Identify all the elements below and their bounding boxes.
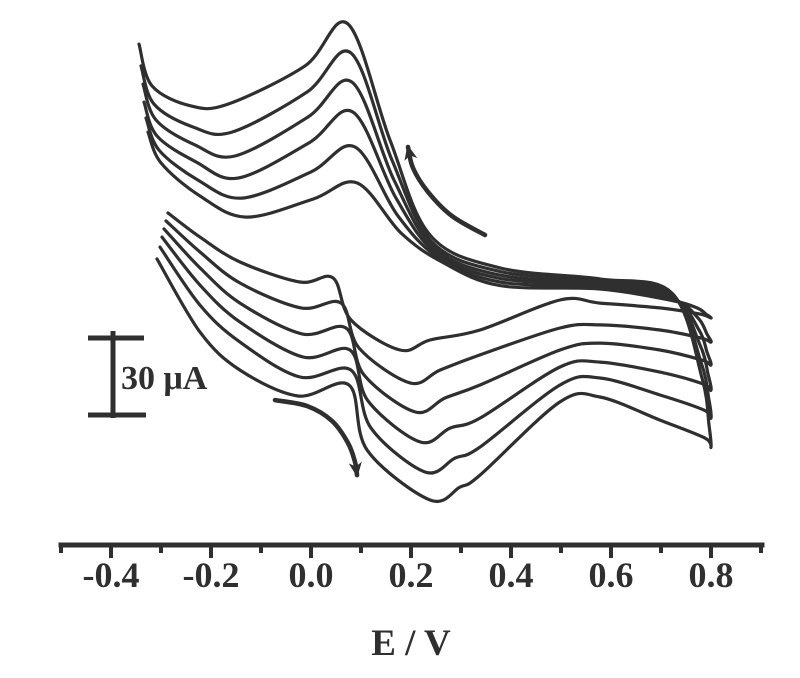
cv-curve-cycle-1-smallest (146, 130, 713, 353)
anodic-scan-arrow (404, 144, 488, 238)
scale-bar-label: 30 μA (121, 360, 208, 397)
x-axis-title: E / V (371, 623, 451, 664)
x-axis-tick-label: 0.8 (689, 555, 734, 595)
x-axis-tick-label: 0.4 (489, 555, 534, 595)
x-axis-tick-labels: -0.4 -0.2 0.0 0.2 0.4 0.6 0.8 (83, 555, 734, 595)
x-axis-tick-label: 0.0 (289, 555, 334, 595)
x-axis-tick-label: 0.2 (389, 555, 434, 595)
cv-curve-cycle-2 (144, 116, 713, 386)
x-axis-tick-label: -0.2 (183, 555, 240, 595)
cv-curve-cycle-3 (142, 100, 713, 415)
cv-curve-cycle-4 (141, 78, 713, 445)
x-axis: -0.4 -0.2 0.0 0.2 0.4 0.6 0.8 E / V (58, 542, 765, 664)
x-axis-ticks (59, 545, 763, 558)
scan-direction-arrows (272, 144, 488, 478)
x-axis-tick-label: -0.4 (83, 555, 140, 595)
cathodic-scan-arrow (272, 397, 362, 478)
cv-curve-cycle-5 (139, 49, 713, 475)
cv-curve-cycle-6-largest (137, 20, 713, 503)
current-scale-bar: 30 μA (88, 330, 208, 418)
cv-curves (137, 20, 713, 503)
x-axis-tick-label: 0.6 (589, 555, 634, 595)
